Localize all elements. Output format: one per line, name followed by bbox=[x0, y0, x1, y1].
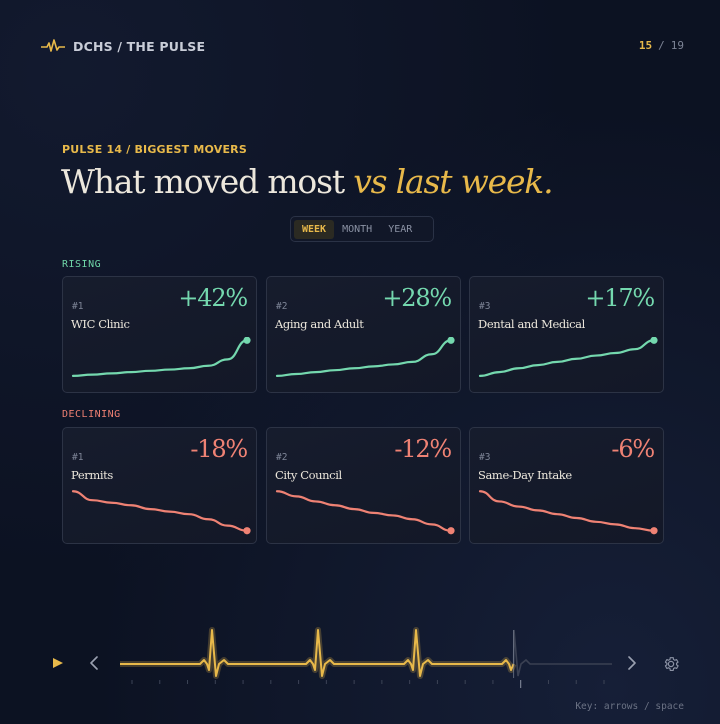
sparkline-endpoint bbox=[650, 337, 658, 344]
keyboard-hint: Key: arrows / space bbox=[575, 701, 684, 712]
sparkline-endpoint bbox=[447, 337, 455, 344]
trend-sparkline bbox=[71, 337, 251, 378]
page-indicator: 15 / 19 bbox=[639, 39, 684, 52]
card-rank: #2 bbox=[276, 301, 288, 312]
sparkline-endpoint bbox=[243, 527, 251, 535]
eyebrow-label: PULSE 14 / BIGGEST MOVERS bbox=[62, 143, 247, 156]
trend-sparkline bbox=[71, 490, 251, 535]
rising-section-label: RISING bbox=[62, 259, 102, 270]
card-change: -12% bbox=[394, 435, 452, 463]
trend-sparkline bbox=[275, 337, 455, 378]
timeline-remaining bbox=[512, 629, 612, 677]
chevron-left-icon[interactable] bbox=[89, 656, 99, 670]
sparkline-endpoint bbox=[447, 527, 455, 535]
card-change: +28% bbox=[382, 284, 452, 312]
timeline-played bbox=[120, 629, 515, 677]
page-current: 15 bbox=[638, 39, 653, 52]
sparkline-path bbox=[478, 339, 656, 378]
card-name: WIC Clinic bbox=[71, 317, 130, 331]
sparkline-endpoint bbox=[650, 527, 658, 535]
sparkline-path bbox=[71, 339, 249, 378]
card-change: +17% bbox=[585, 284, 655, 312]
gear-icon[interactable] bbox=[662, 655, 680, 673]
card-name: Same-Day Intake bbox=[478, 468, 572, 482]
range-option-week[interactable]: WEEK bbox=[294, 219, 335, 239]
title-accent: vs last week. bbox=[353, 162, 553, 201]
rising-card-1[interactable]: #1 WIC Clinic +42% bbox=[62, 276, 257, 393]
card-change: +42% bbox=[178, 284, 248, 312]
card-rank: #1 bbox=[72, 301, 84, 312]
sparkline-path bbox=[275, 339, 453, 378]
range-option-year[interactable]: YEAR bbox=[388, 223, 413, 235]
declining-card-2[interactable]: #2 City Council -12% bbox=[266, 427, 461, 544]
timeline-scrubber[interactable] bbox=[118, 620, 618, 692]
card-name: Aging and Adult bbox=[275, 317, 364, 331]
pulse-icon bbox=[41, 39, 65, 52]
range-toggle: WEEK MONTH YEAR bbox=[290, 216, 434, 242]
header: DCHS / THE PULSE bbox=[41, 36, 205, 56]
play-icon[interactable] bbox=[52, 657, 64, 669]
card-rank: #1 bbox=[72, 452, 84, 463]
range-option-month[interactable]: MONTH bbox=[342, 223, 373, 235]
trend-sparkline bbox=[478, 337, 658, 378]
card-name: City Council bbox=[275, 468, 342, 482]
declining-section-label: DECLINING bbox=[62, 409, 121, 420]
title-plain: What moved most bbox=[61, 162, 354, 201]
rising-card-2[interactable]: #2 Aging and Adult +28% bbox=[266, 276, 461, 393]
sparkline-path bbox=[478, 490, 656, 532]
sparkline-endpoint bbox=[243, 337, 251, 344]
card-name: Permits bbox=[71, 468, 113, 482]
page-total: 19 bbox=[670, 39, 684, 52]
card-name: Dental and Medical bbox=[478, 317, 585, 331]
trend-sparkline bbox=[478, 490, 658, 535]
page-separator: / bbox=[658, 39, 665, 52]
card-rank: #2 bbox=[276, 452, 288, 463]
declining-card-3[interactable]: #3 Same-Day Intake -6% bbox=[469, 427, 664, 544]
trend-sparkline bbox=[275, 490, 455, 535]
sparkline-path bbox=[71, 490, 249, 532]
card-change: -18% bbox=[190, 435, 248, 463]
rising-card-3[interactable]: #3 Dental and Medical +17% bbox=[469, 276, 664, 393]
page-title: What moved most vs last week. bbox=[61, 162, 554, 201]
playback-bar bbox=[0, 620, 720, 700]
sparkline-path bbox=[275, 490, 453, 532]
card-rank: #3 bbox=[479, 452, 491, 463]
chevron-right-icon[interactable] bbox=[627, 656, 637, 670]
declining-card-1[interactable]: #1 Permits -18% bbox=[62, 427, 257, 544]
card-change: -6% bbox=[611, 435, 655, 463]
brand-title: DCHS / THE PULSE bbox=[73, 38, 206, 54]
card-rank: #3 bbox=[479, 301, 491, 312]
